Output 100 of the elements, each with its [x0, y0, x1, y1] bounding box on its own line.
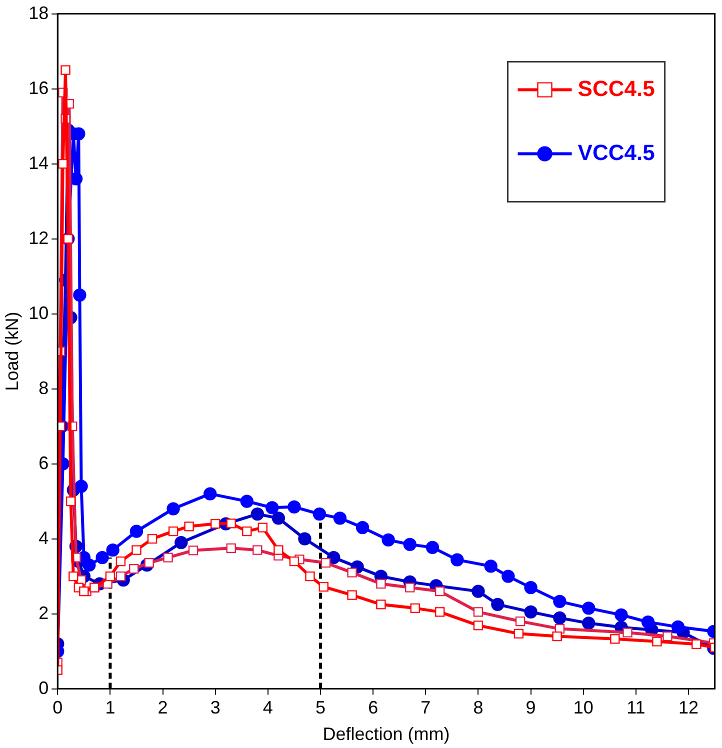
x-tick-label: 0 [52, 698, 63, 718]
y-axis-title: Load (kN) [2, 312, 22, 391]
point [641, 615, 655, 629]
point [356, 520, 370, 534]
y-tick-label: 18 [28, 2, 49, 23]
point [144, 558, 154, 568]
point [376, 600, 386, 610]
x-tick-label: 9 [526, 698, 536, 718]
y-tick-label: 2 [38, 602, 49, 623]
x-tick-label: 6 [368, 698, 378, 718]
point [274, 545, 284, 555]
point [272, 512, 286, 525]
point [240, 494, 254, 508]
point [305, 571, 315, 582]
point [132, 545, 142, 555]
point [622, 628, 632, 638]
point [116, 556, 126, 566]
point [347, 590, 357, 600]
point [614, 608, 628, 622]
point [484, 560, 498, 573]
point [82, 558, 96, 572]
point [242, 526, 252, 536]
point [553, 594, 566, 608]
x-tick-label: 11 [626, 698, 646, 718]
point [184, 522, 194, 532]
point [376, 578, 386, 589]
point [610, 634, 620, 644]
x-tick-label: 8 [473, 698, 484, 718]
point [515, 616, 526, 626]
point [491, 598, 504, 612]
point [671, 620, 685, 634]
point [129, 564, 139, 574]
point [289, 556, 300, 566]
legend-label: VCC4.5 [578, 140, 655, 165]
point [203, 487, 217, 500]
point [403, 538, 416, 552]
point [250, 507, 264, 521]
point [168, 526, 178, 536]
point [288, 500, 301, 514]
point [130, 524, 144, 538]
x-tick-label: 5 [315, 698, 326, 718]
y-tick-label: 12 [28, 228, 49, 248]
point [405, 582, 415, 592]
point [692, 639, 702, 650]
point [473, 607, 484, 617]
point [163, 552, 173, 562]
point [174, 536, 188, 550]
point [347, 568, 357, 578]
x-tick-label: 4 [262, 698, 273, 718]
point [426, 540, 440, 554]
x-axis-title: Deflection (mm) [322, 724, 450, 744]
point [73, 288, 86, 302]
point [472, 584, 485, 598]
point [166, 502, 180, 516]
point [514, 628, 524, 639]
point [147, 534, 158, 544]
point [188, 546, 198, 556]
point [58, 158, 68, 169]
point [582, 616, 596, 630]
point [312, 507, 326, 521]
point [68, 571, 78, 582]
point [582, 602, 596, 615]
point [410, 603, 420, 614]
point [226, 543, 236, 554]
point [226, 518, 236, 528]
point [74, 480, 88, 493]
point [210, 518, 220, 529]
point [318, 582, 328, 592]
y-tick-label: 0 [38, 678, 49, 698]
point [96, 550, 109, 564]
y-tick-label: 8 [38, 378, 49, 398]
point [524, 605, 538, 619]
x-tick-label: 10 [573, 698, 594, 718]
point [662, 631, 672, 642]
point [327, 550, 340, 564]
x-tick-label: 7 [420, 698, 431, 718]
y-tick-label: 10 [28, 302, 49, 323]
x-tick-label: 12 [678, 698, 699, 718]
point [450, 553, 464, 566]
point [252, 545, 262, 555]
point [320, 558, 331, 568]
point [105, 571, 116, 582]
point [333, 512, 347, 525]
point [60, 65, 70, 75]
x-tick-label: 1 [105, 698, 116, 718]
x-tick-label: 3 [210, 698, 220, 718]
y-tick-label: 16 [28, 78, 49, 98]
point [473, 620, 484, 630]
legend-label: SCC4.5 [578, 76, 655, 101]
y-tick-label: 4 [38, 528, 49, 548]
point [434, 607, 445, 617]
point [434, 586, 445, 596]
point [652, 636, 662, 646]
y-tick-label: 14 [28, 152, 49, 173]
point [298, 532, 312, 546]
point [382, 533, 395, 547]
point [502, 570, 515, 583]
point [258, 522, 268, 532]
point [553, 611, 566, 625]
y-tick-label: 6 [38, 452, 49, 473]
